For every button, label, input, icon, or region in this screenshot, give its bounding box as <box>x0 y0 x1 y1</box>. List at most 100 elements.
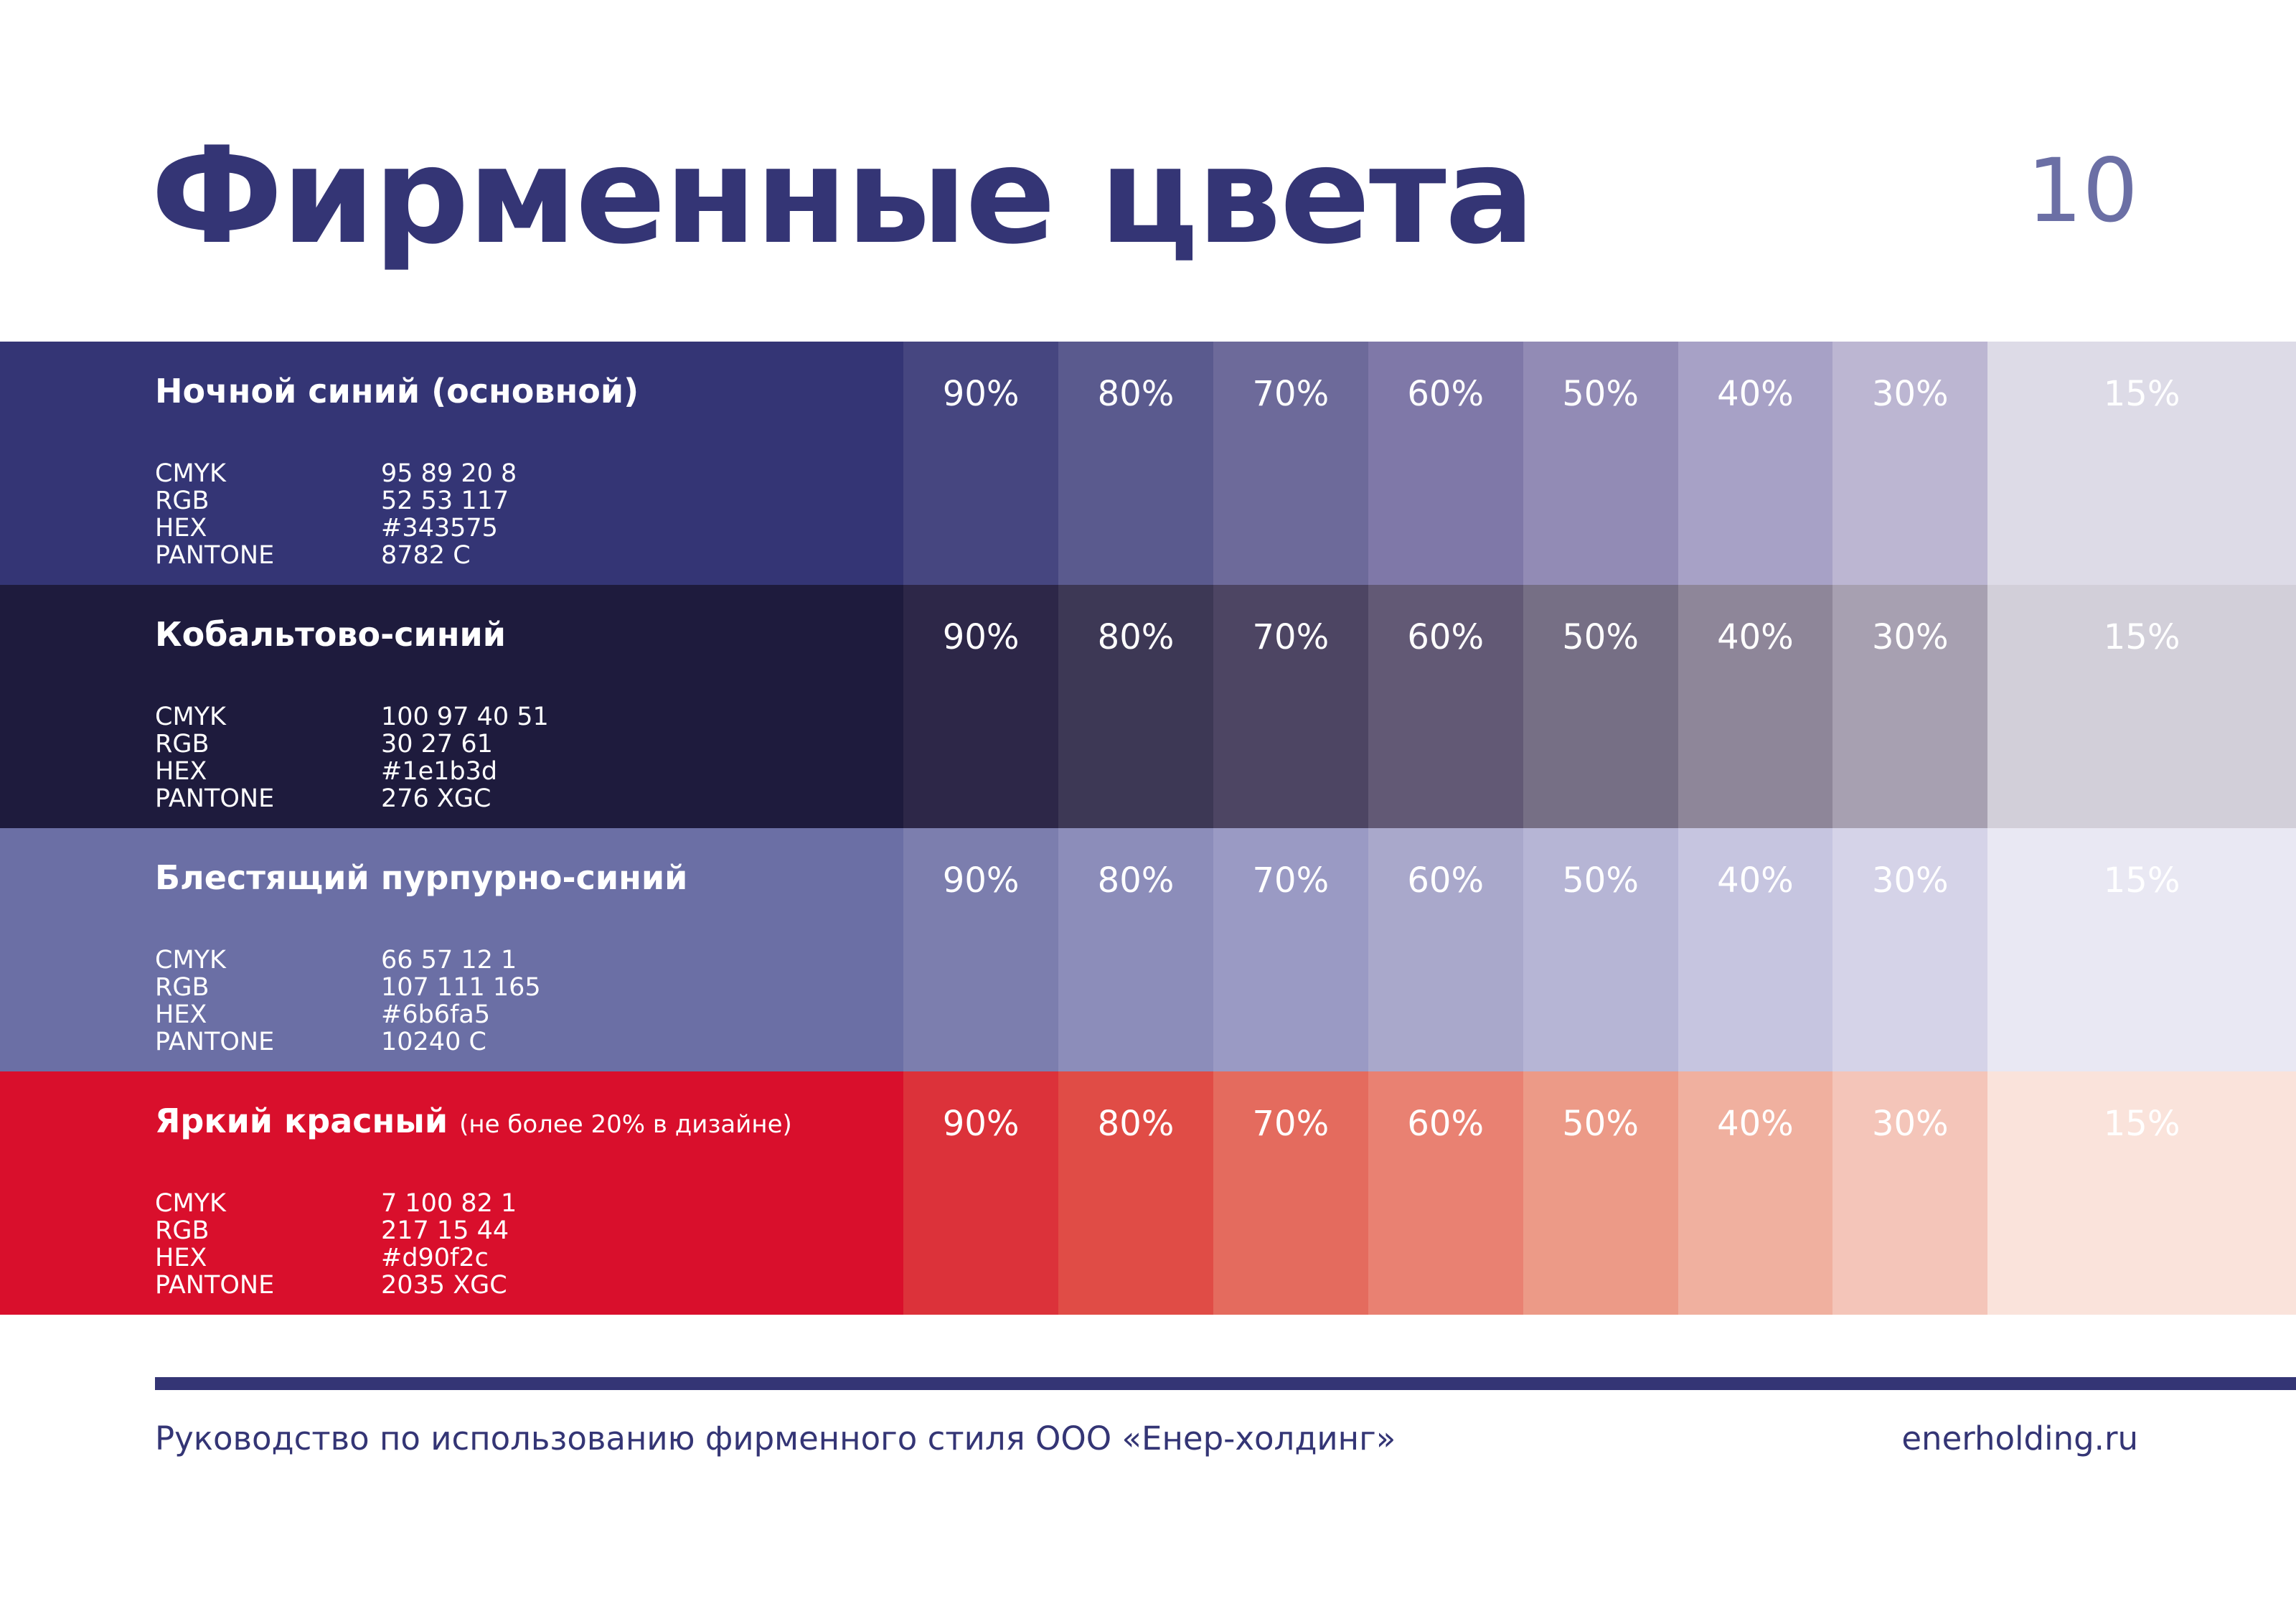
spec-value: #6b6fa5 <box>381 1000 491 1029</box>
tint-label: 60% <box>1407 1104 1485 1144</box>
spec-line: HEX #d90f2c <box>155 1244 489 1272</box>
spec-label: PANTONE <box>155 541 275 570</box>
tint-swatch: 90% <box>903 342 1059 585</box>
spec-line: HEX #343575 <box>155 514 498 543</box>
tint-label: 40% <box>1717 617 1794 657</box>
tint-swatch: 60% <box>1368 585 1523 828</box>
tint-swatch: 60% <box>1368 828 1523 1071</box>
tint-swatch: 80% <box>1058 1071 1213 1315</box>
spec-value: 52 53 117 <box>381 487 509 515</box>
spec-line: RGB 52 53 117 <box>155 487 509 515</box>
spec-value: #1e1b3d <box>381 757 498 786</box>
spec-value: 30 27 61 <box>381 730 493 759</box>
spec-label: HEX <box>155 1000 207 1029</box>
color-name-line: Блестящий пурпурно-синий <box>155 858 687 897</box>
tint-label: 60% <box>1407 374 1485 414</box>
tint-swatch: 15% <box>1987 342 2296 585</box>
tint-swatch: 60% <box>1368 342 1523 585</box>
tint-label: 40% <box>1717 860 1794 901</box>
spec-value: 100 97 40 51 <box>381 703 549 731</box>
tint-swatch: 90% <box>903 585 1059 828</box>
page-title: Фирменные цвета <box>151 118 1535 273</box>
tint-swatch: 30% <box>1832 342 1988 585</box>
tint-swatch: 30% <box>1832 585 1988 828</box>
tint-swatch: 80% <box>1058 342 1213 585</box>
tint-swatch: 50% <box>1523 342 1678 585</box>
spec-value: 10240 C <box>381 1028 486 1056</box>
tint-swatch: 70% <box>1213 828 1368 1071</box>
spec-label: HEX <box>155 1244 207 1272</box>
spec-label: CMYK <box>155 459 226 488</box>
tint-label: 60% <box>1407 617 1485 657</box>
tint-label: 80% <box>1097 1104 1175 1144</box>
color-swatch: Кобальтово-синий CMYK 100 97 40 51 RGB 30 27… <box>0 585 904 828</box>
spec-line: PANTONE 2035 XGC <box>155 1271 507 1300</box>
tint-label: 80% <box>1097 860 1175 901</box>
tint-swatch: 70% <box>1213 585 1368 828</box>
spec-line: PANTONE 8782 C <box>155 541 471 570</box>
spec-line: CMYK 95 89 20 8 <box>155 459 517 488</box>
spec-label: RGB <box>155 1216 210 1245</box>
tint-label: 60% <box>1407 860 1485 901</box>
spec-line: PANTONE 276 XGC <box>155 785 491 812</box>
spec-line: CMYK 66 57 12 1 <box>155 946 517 975</box>
tint-label: 30% <box>1871 860 1949 901</box>
tint-label: 30% <box>1871 617 1949 657</box>
tint-label: 50% <box>1562 374 1639 414</box>
color-row: Блестящий пурпурно-синий CMYK 66 57 12 1 RG… <box>0 828 2296 1071</box>
spec-line: RGB 30 27 61 <box>155 730 493 759</box>
tint-label: 50% <box>1562 860 1639 901</box>
color-row: Яркий красный (не более 20% в дизайне) CM… <box>0 1071 2296 1315</box>
color-row: Кобальтово-синий CMYK 100 97 40 51 RGB 30 27… <box>0 585 2296 828</box>
tint-label: 90% <box>942 374 1020 414</box>
tint-swatch: 60% <box>1368 1071 1523 1315</box>
tint-label: 40% <box>1717 374 1794 414</box>
spec-label: PANTONE <box>155 1271 275 1300</box>
footer-bar <box>155 1377 2296 1390</box>
color-name: Кобальтово-синий <box>155 615 506 654</box>
spec-value: #d90f2c <box>381 1244 489 1272</box>
tint-label: 50% <box>1562 617 1639 657</box>
tint-label: 70% <box>1252 374 1330 414</box>
spec-label: CMYK <box>155 1189 226 1218</box>
tint-swatch: 90% <box>903 1071 1059 1315</box>
spec-value: 217 15 44 <box>381 1216 509 1245</box>
color-swatch: Яркий красный (не более 20% в дизайне) CM… <box>0 1071 904 1315</box>
tint-label: 70% <box>1252 1104 1330 1144</box>
spec-label: CMYK <box>155 946 226 975</box>
color-name: Яркий красный <box>155 1102 448 1140</box>
spec-value: #343575 <box>381 514 498 543</box>
spec-value: 8782 C <box>381 541 471 570</box>
tint-label: 70% <box>1252 860 1330 901</box>
tint-label: 30% <box>1871 374 1949 414</box>
spec-label: RGB <box>155 973 210 1002</box>
page-number: 10 <box>2026 140 2138 242</box>
tint-swatch: 50% <box>1523 1071 1678 1315</box>
tint-label: 70% <box>1252 617 1330 657</box>
spec-line: CMYK 7 100 82 1 <box>155 1189 517 1218</box>
tint-swatch: 50% <box>1523 828 1678 1071</box>
footer-text: Руководство по использованию фирменного … <box>155 1419 1396 1458</box>
spec-label: RGB <box>155 487 210 515</box>
tint-swatch: 80% <box>1058 828 1213 1071</box>
tint-label: 40% <box>1717 1104 1794 1144</box>
spec-line: RGB 217 15 44 <box>155 1216 509 1245</box>
tint-swatch: 30% <box>1832 1071 1988 1315</box>
spec-label: HEX <box>155 514 207 543</box>
spec-value: 95 89 20 8 <box>381 459 517 488</box>
tint-swatch: 15% <box>1987 828 2296 1071</box>
tint-swatch: 50% <box>1523 585 1678 828</box>
tint-label: 50% <box>1562 1104 1639 1144</box>
spec-label: RGB <box>155 730 210 759</box>
tint-label: 80% <box>1097 374 1175 414</box>
tint-label: 15% <box>2103 374 2180 414</box>
tint-label: 15% <box>2103 617 2180 657</box>
spec-value: 7 100 82 1 <box>381 1189 517 1218</box>
tint-label: 15% <box>2103 860 2180 901</box>
spec-value: 66 57 12 1 <box>381 946 517 975</box>
footer-url: enerholding.ru <box>1901 1419 2138 1458</box>
tint-swatch: 15% <box>1987 585 2296 828</box>
tint-swatch: 80% <box>1058 585 1213 828</box>
tint-swatch: 40% <box>1678 585 1833 828</box>
